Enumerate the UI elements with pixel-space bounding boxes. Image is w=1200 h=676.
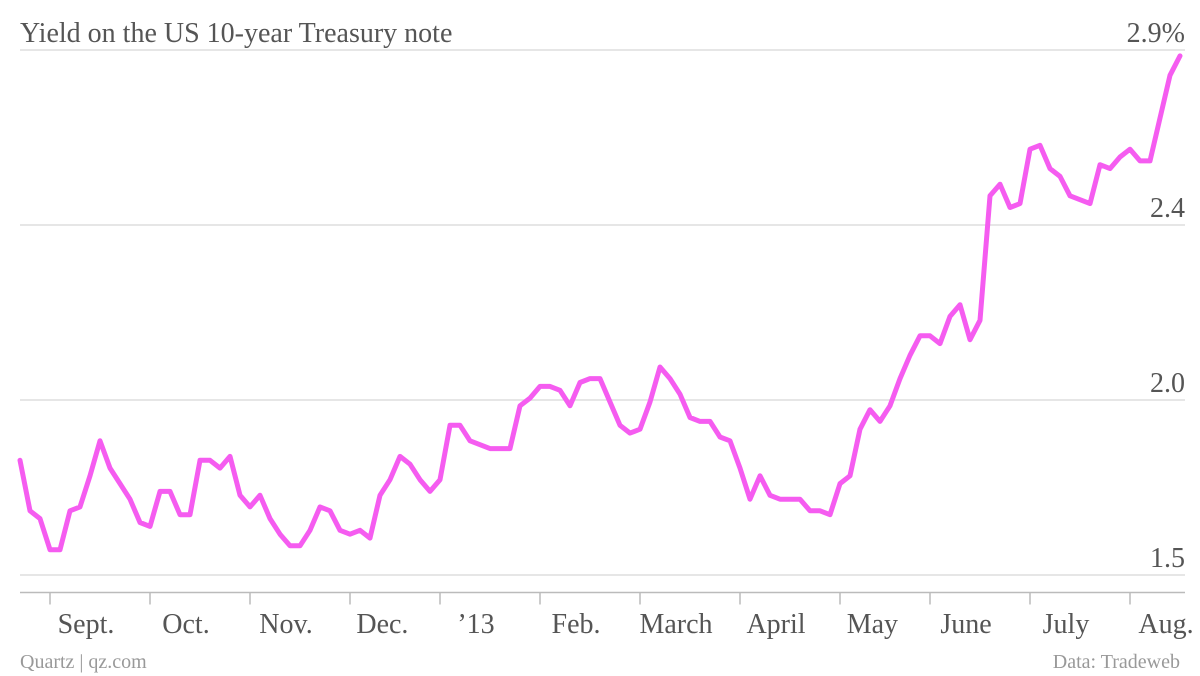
x-tick-label: May: [847, 609, 898, 640]
x-tick-label: Nov.: [259, 609, 312, 640]
x-tick-label: July: [1043, 609, 1090, 640]
x-tick-label: ’13: [457, 609, 494, 640]
yield-line: [17, 53, 1183, 553]
x-tick-label: Aug.: [1138, 609, 1193, 640]
source: Data: Tradeweb: [1053, 651, 1180, 673]
x-tick-label: April: [746, 609, 805, 640]
y-tick-label: 2.0: [1150, 368, 1185, 399]
x-tick-label: Oct.: [162, 609, 209, 640]
x-tick-label: Dec.: [356, 609, 408, 640]
y-tick-label: 2.4: [1150, 193, 1185, 224]
x-tick-label: Sept.: [58, 609, 115, 640]
x-tick-label: June: [940, 609, 991, 640]
credit: Quartz | qz.com: [20, 651, 147, 673]
y-tick-label: 2.9%: [1127, 18, 1185, 49]
y-tick-label: 1.5: [1150, 543, 1185, 574]
x-tick-label: Feb.: [552, 609, 601, 640]
chart-title: Yield on the US 10-year Treasury note: [20, 18, 452, 49]
x-tick-label: March: [639, 609, 712, 640]
